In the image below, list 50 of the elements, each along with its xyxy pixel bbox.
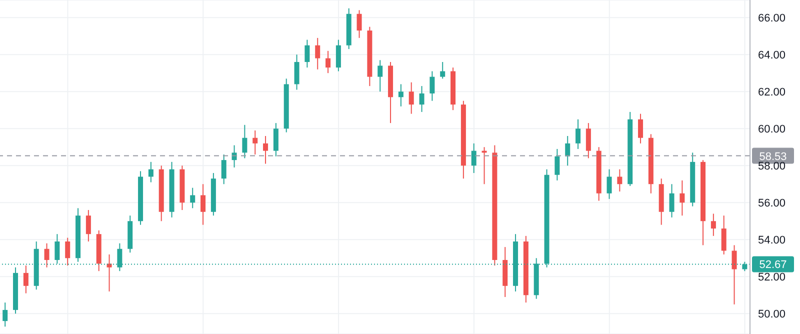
candlestick — [304, 39, 310, 68]
candlestick — [273, 122, 278, 157]
candlestick — [106, 254, 112, 292]
candlestick — [721, 215, 726, 255]
y-tick-label: 64.00 — [758, 49, 786, 62]
candlestick — [356, 10, 362, 38]
ref-line-label: 52.67 — [759, 259, 787, 272]
candlestick — [221, 154, 226, 185]
candlestick — [710, 213, 716, 236]
candlestick — [44, 242, 50, 268]
candlestick — [669, 184, 674, 218]
candlestick — [554, 148, 560, 181]
candlestick — [576, 118, 581, 150]
candlestick — [408, 82, 414, 114]
y-tick-label: 62.00 — [758, 86, 786, 98]
candlestick — [294, 54, 300, 90]
y-tick-label: 54.00 — [758, 234, 786, 247]
y-tick-label: 52.00 — [758, 272, 786, 284]
y-tick-label: 58.00 — [758, 160, 786, 173]
candlestick — [190, 187, 196, 209]
candlestick — [23, 265, 28, 294]
candlestick — [2, 302, 8, 328]
candlestick — [419, 86, 424, 112]
candlestick — [440, 61, 446, 80]
candlestick — [242, 124, 248, 159]
y-tick-label: 50.00 — [758, 308, 786, 321]
candlestick — [565, 136, 570, 166]
candlestick — [65, 237, 70, 266]
candlestick — [430, 70, 435, 102]
candlestick — [200, 184, 206, 226]
candlestick — [86, 210, 91, 242]
candlestick — [336, 39, 341, 72]
candlestick — [263, 136, 268, 164]
y-tick-label: 60.00 — [758, 124, 786, 136]
candlestick — [586, 122, 591, 159]
candlestick — [252, 130, 258, 156]
candlestick — [606, 168, 612, 200]
candlestick — [617, 168, 622, 192]
y-tick-label: 66.00 — [758, 12, 786, 24]
y-tick-label: 56.00 — [758, 198, 786, 210]
candlestick — [378, 60, 383, 92]
candlestick — [732, 244, 737, 305]
candlestick — [680, 180, 685, 216]
candlestick — [326, 50, 331, 74]
candlestick — [471, 142, 476, 174]
ref-line-label: 58.53 — [759, 150, 787, 163]
candlestick — [638, 113, 644, 144]
candlestick — [315, 37, 320, 70]
candlestick — [398, 84, 404, 107]
candlestick — [148, 161, 154, 183]
